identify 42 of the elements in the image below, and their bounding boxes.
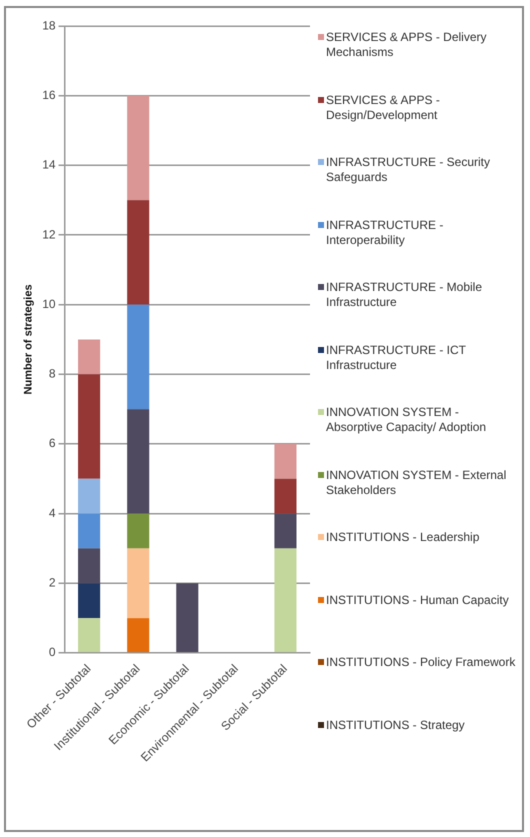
- y-tick-label: 14: [42, 158, 56, 172]
- legend-label: INNOVATION SYSTEM - Absorptive Capacity/ Adoption: [326, 405, 488, 435]
- y-tick-label: 10: [42, 296, 56, 311]
- legend-label: INFRASTRUCTURE - Mobile Infrastructure: [326, 280, 484, 310]
- legend-label: INSTITUTIONS - Strategy: [326, 718, 465, 732]
- y-tick-label: 12: [42, 227, 56, 242]
- bar: [176, 583, 198, 652]
- bar: [274, 478, 296, 514]
- legend-label: INNOVATION SYSTEM - External Stakeholders: [326, 468, 508, 498]
- bar: [127, 514, 150, 548]
- legend-label: INSTITUTIONS - Policy Framework: [326, 655, 516, 670]
- legend-label: INSTITUTIONS - Human Capacity: [326, 592, 509, 608]
- bar: [78, 514, 100, 548]
- bar: [78, 618, 100, 652]
- bar: [127, 548, 150, 618]
- bar: [78, 374, 100, 479]
- legend-label: INFRASTRUCTURE - Security Safeguards: [326, 155, 492, 185]
- legend-label: INFRASTRUCTURE - Interoperability: [326, 218, 444, 248]
- bar: [127, 409, 150, 514]
- y-tick-label: 0: [48, 645, 56, 660]
- legend-label: INSTITUTIONS - Leadership: [326, 530, 480, 545]
- bar: [78, 583, 100, 618]
- y-axis-title: Number of strategies: [22, 284, 35, 394]
- bar: [127, 618, 150, 652]
- bar: [274, 548, 296, 652]
- y-tick-label: 18: [42, 18, 56, 32]
- legend-label: SERVICES & APPS - Design/Development: [326, 92, 441, 122]
- bar: [78, 339, 100, 374]
- y-tick-label: 16: [42, 88, 56, 102]
- legend-label: SERVICES & APPS - Delivery Mechanisms: [326, 30, 488, 60]
- legend-label: INFRASTRUCTURE - ICT Infrastructure: [326, 342, 467, 372]
- bar: [127, 96, 150, 200]
- y-tick-label: 6: [48, 436, 56, 450]
- bar: [274, 444, 296, 479]
- y-tick-label: 8: [48, 366, 56, 381]
- bar: [127, 304, 150, 410]
- bar: [274, 514, 296, 548]
- bar: [78, 478, 100, 514]
- bar: [127, 200, 150, 305]
- y-tick-label: 2: [48, 576, 56, 590]
- bar: [78, 548, 100, 584]
- y-tick-label: 4: [48, 506, 56, 520]
